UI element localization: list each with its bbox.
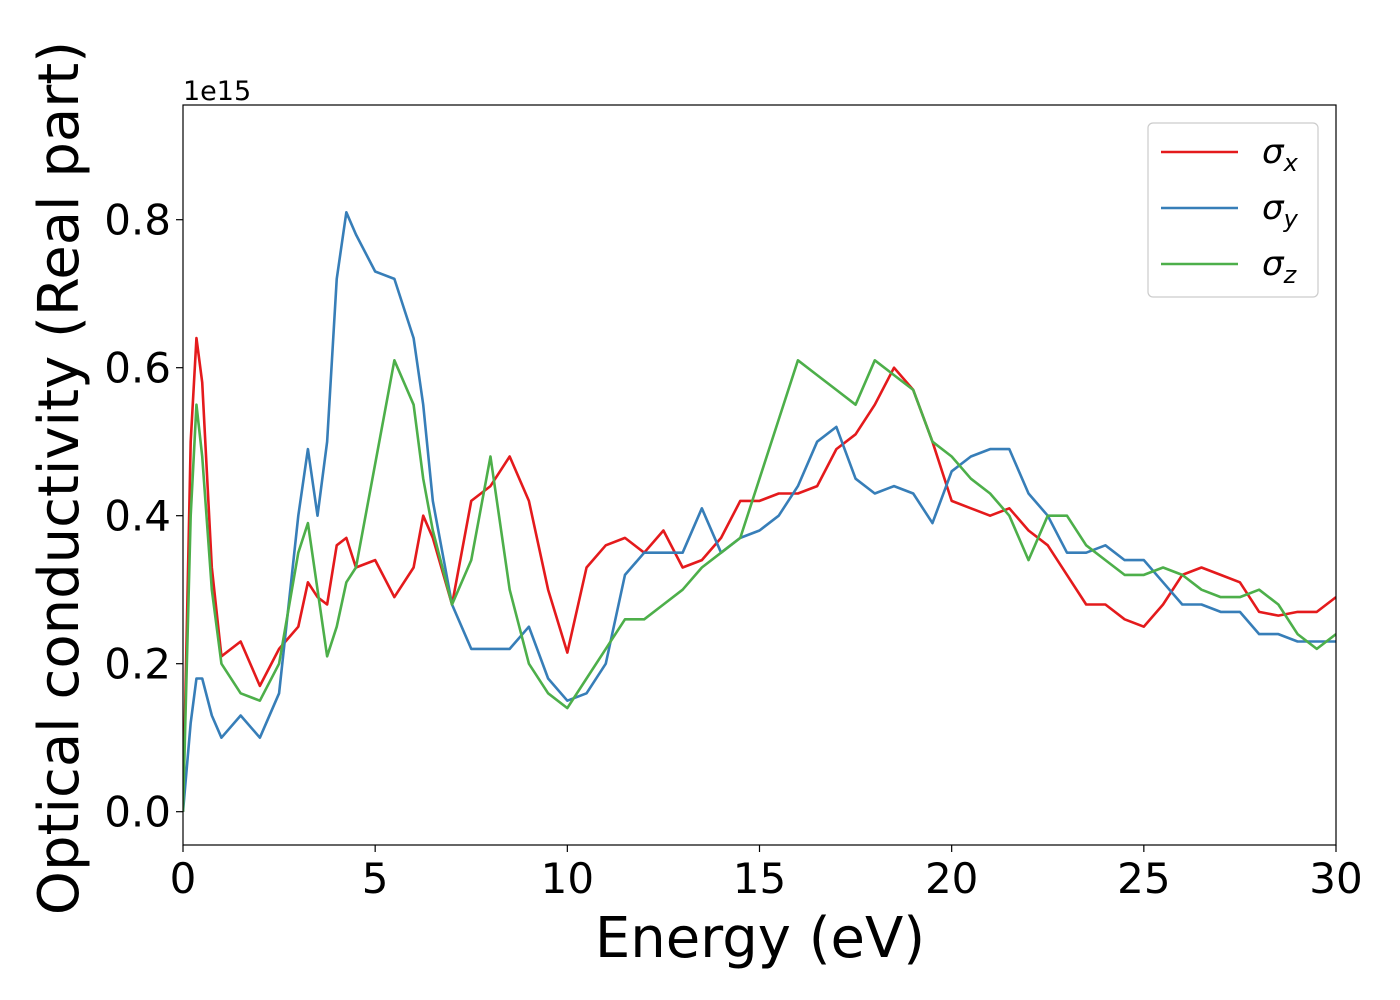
y-tick-label: 0.8 <box>104 196 171 245</box>
x-tick-label: 10 <box>541 854 594 903</box>
x-tick-label: 25 <box>1117 854 1170 903</box>
x-tick-label: 0 <box>170 854 197 903</box>
y-tick-label: 0.0 <box>104 788 171 837</box>
series-line <box>183 359 1336 812</box>
x-tick-label: 30 <box>1309 854 1362 903</box>
x-tick-label: 5 <box>362 854 389 903</box>
legend-label: σz <box>1262 244 1298 289</box>
plot-frame <box>182 104 1337 846</box>
y-axis-label: Optical conductivity (Real part) <box>27 41 92 915</box>
y-tick-label: 0.6 <box>104 344 171 393</box>
series-line <box>183 211 1336 812</box>
y-tick-label: 0.4 <box>104 492 171 541</box>
x-tick-label: 20 <box>925 854 978 903</box>
legend-box <box>1147 122 1319 298</box>
legend-label: σx <box>1262 132 1299 177</box>
x-axis-label: Energy (eV) <box>595 906 925 971</box>
x-tick-label: 15 <box>733 854 786 903</box>
y-tick-label: 0.2 <box>104 640 171 689</box>
offset-label: 1e15 <box>183 76 251 107</box>
legend-label: σy <box>1262 188 1299 233</box>
